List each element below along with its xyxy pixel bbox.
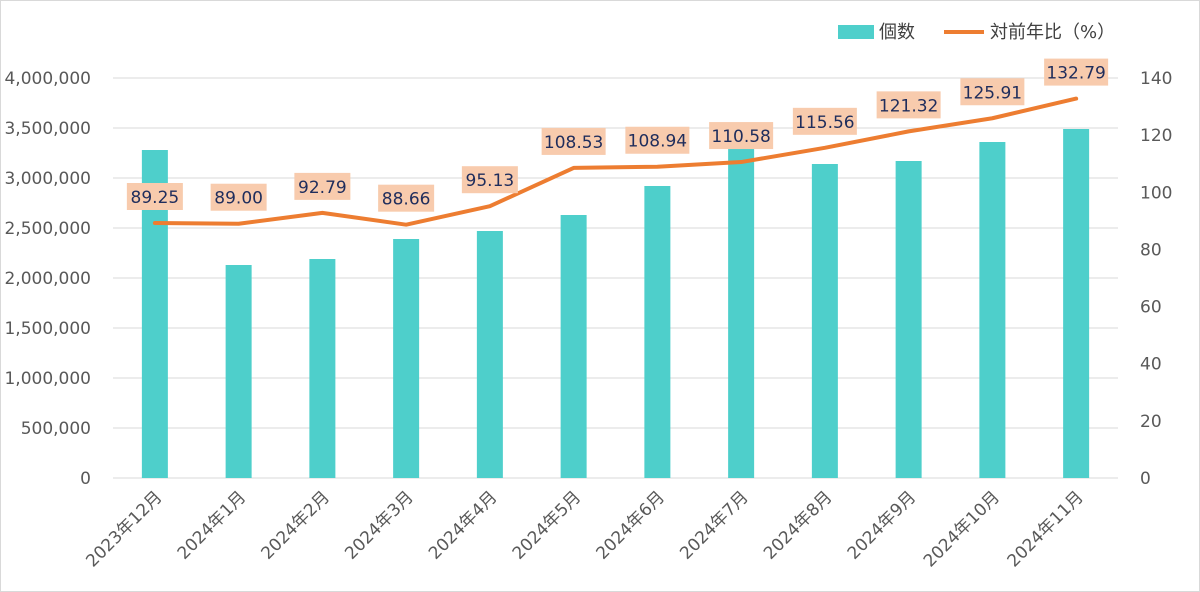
right-axis-tick-label: 20 bbox=[1140, 412, 1162, 432]
data-label: 125.91 bbox=[963, 83, 1022, 103]
right-axis-tick-label: 100 bbox=[1140, 183, 1172, 203]
data-label-background bbox=[126, 183, 183, 210]
line-point bbox=[154, 222, 156, 224]
line-point bbox=[573, 167, 575, 169]
data-label: 89.25 bbox=[131, 188, 180, 208]
line-point bbox=[238, 223, 240, 225]
left-axis-tick-label: 4,000,000 bbox=[4, 69, 91, 89]
left-axis-tick-label: 500,000 bbox=[21, 419, 91, 439]
right-axis-tick-label: 40 bbox=[1140, 355, 1162, 375]
right-axis-tick-label: 0 bbox=[1140, 469, 1151, 489]
data-label: 89.00 bbox=[214, 189, 263, 209]
gridlines bbox=[113, 77, 1118, 479]
right-axis-tick-label: 120 bbox=[1140, 126, 1172, 146]
data-label-background bbox=[541, 127, 606, 155]
legend-bar-swatch bbox=[838, 25, 874, 39]
data-label: 121.32 bbox=[879, 96, 938, 116]
bar bbox=[728, 147, 755, 478]
bar bbox=[393, 239, 420, 478]
left-axis-tick-label: 0 bbox=[80, 469, 91, 489]
left-axis-tick-label: 3,000,000 bbox=[4, 169, 91, 189]
bar bbox=[811, 164, 838, 478]
data-label: 108.53 bbox=[544, 133, 603, 153]
line-point bbox=[656, 166, 658, 168]
data-label-background bbox=[709, 122, 774, 150]
bar bbox=[560, 215, 587, 478]
left-axis-tick-label: 2,000,000 bbox=[4, 269, 91, 289]
bar bbox=[895, 161, 922, 478]
legend: 個数 対前年比（%） bbox=[838, 22, 1115, 43]
bar bbox=[1063, 129, 1090, 478]
line-point bbox=[740, 161, 742, 163]
line-point bbox=[1075, 98, 1077, 100]
data-label-background bbox=[461, 166, 518, 194]
bar bbox=[309, 259, 336, 478]
data-label: 108.94 bbox=[628, 132, 687, 152]
legend-line-label: 対前年比（%） bbox=[990, 22, 1115, 43]
data-label: 92.79 bbox=[298, 178, 347, 198]
data-label: 115.56 bbox=[795, 113, 854, 133]
line-point bbox=[908, 130, 910, 132]
data-label-background bbox=[1044, 58, 1109, 86]
data-label-background bbox=[625, 126, 690, 154]
line-point bbox=[489, 205, 491, 207]
data-label-background bbox=[876, 91, 941, 119]
left-axis-tick-label: 2,500,000 bbox=[4, 219, 91, 239]
data-label: 95.13 bbox=[466, 171, 515, 191]
line-point bbox=[405, 224, 407, 226]
line-point bbox=[824, 147, 826, 149]
data-label-background bbox=[960, 78, 1025, 106]
bar bbox=[644, 186, 671, 478]
line-series bbox=[152, 96, 1079, 227]
data-label: 132.79 bbox=[1046, 64, 1105, 84]
line-path bbox=[152, 96, 1079, 227]
right-axis-tick-label: 80 bbox=[1140, 240, 1162, 260]
legend-bar-label: 個数 bbox=[879, 22, 915, 43]
data-label: 88.66 bbox=[382, 190, 431, 210]
data-label: 110.58 bbox=[711, 127, 770, 147]
right-axis-tick-label: 140 bbox=[1140, 69, 1172, 89]
left-axis-tick-label: 3,500,000 bbox=[4, 119, 91, 139]
line-point bbox=[321, 212, 323, 214]
data-label-background bbox=[792, 107, 857, 135]
bar bbox=[979, 142, 1006, 478]
bar bbox=[225, 265, 252, 478]
data-labels: 89.25 89.00 92.79 88.66 95.13 108.53 108.94 110… bbox=[126, 58, 1109, 212]
right-axis-ticks: 0 20 40 60 80 100 120 140 bbox=[1140, 69, 1172, 489]
data-label-background bbox=[210, 183, 267, 211]
data-label-background bbox=[378, 184, 435, 212]
left-axis-tick-label: 1,000,000 bbox=[4, 369, 91, 389]
data-label-background bbox=[294, 172, 351, 200]
left-axis-tick-label: 1,500,000 bbox=[4, 319, 91, 339]
bar bbox=[476, 231, 503, 478]
line-point bbox=[991, 117, 993, 119]
left-axis-ticks: 0 500,000 1,000,000 1,500,000 2,000,000 2,500… bbox=[4, 69, 91, 489]
right-axis-tick-label: 60 bbox=[1140, 298, 1162, 318]
